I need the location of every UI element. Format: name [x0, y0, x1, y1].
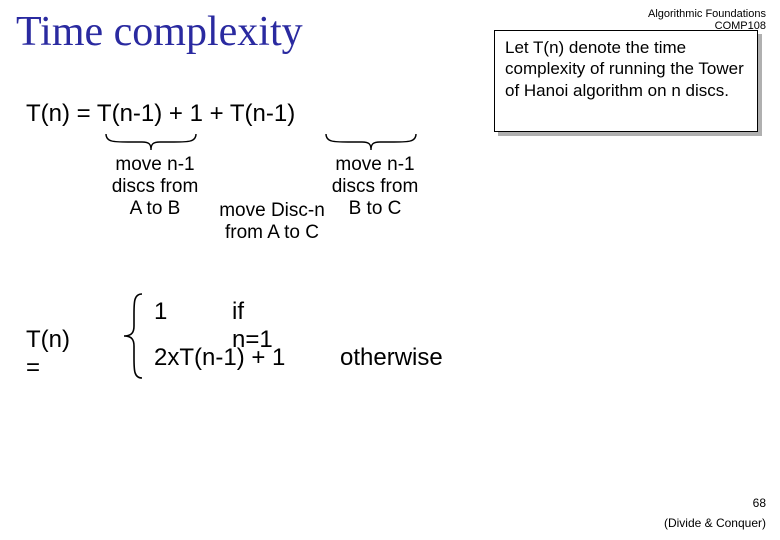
infobox: Let T(n) denote the time complexity of r… [494, 30, 758, 132]
footer-topic: (Divide & Conquer) [664, 516, 766, 530]
annotation-left-l1: move n-1 [115, 154, 194, 175]
brace-left [104, 132, 198, 152]
annotation-right-l3: B to C [349, 198, 402, 219]
annotation-right-l1: move n-1 [335, 154, 414, 175]
annotation-right-l2: discs from [332, 176, 419, 197]
slide-title: Time complexity [16, 8, 303, 56]
slide-number: 68 [753, 496, 766, 510]
course-title: Algorithmic Foundations [648, 8, 766, 20]
annotation-mid-l1: move Disc-n [219, 200, 325, 221]
annotation-left: move n-1 discs from A to B [100, 154, 210, 220]
piecewise-lhs: T(n) = [26, 326, 70, 382]
annotation-right: move n-1 discs from B to C [320, 154, 430, 220]
annotation-mid-l2: from A to C [225, 222, 319, 243]
annotation-left-l2: discs from [112, 176, 199, 197]
brace-right [324, 132, 418, 152]
case1-expr: 1 [154, 298, 167, 326]
big-brace-icon [120, 290, 148, 389]
case2-expr: 2xT(n-1) + 1 [154, 344, 285, 372]
annotation-left-l3: A to B [130, 198, 181, 219]
course-header: Algorithmic Foundations COMP108 [648, 8, 766, 32]
recurrence-equation: T(n) = T(n-1) + 1 + T(n-1) [26, 100, 295, 128]
case2-cond: otherwise [340, 344, 443, 372]
